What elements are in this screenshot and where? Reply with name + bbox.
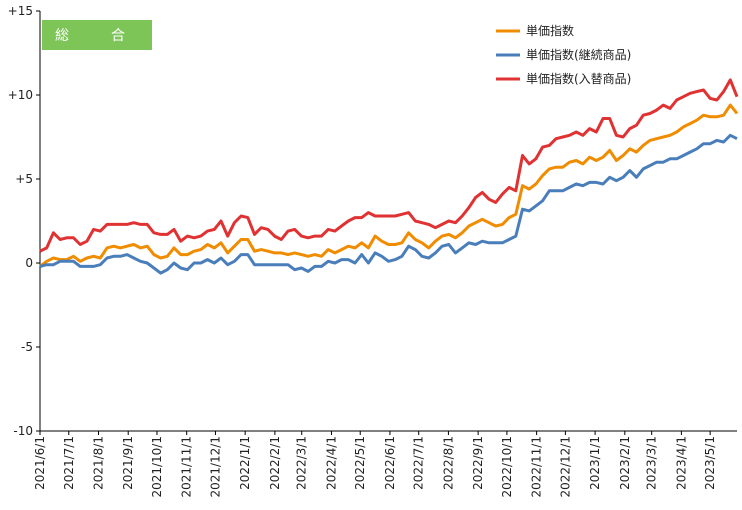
x-axis: 2021/6/1 2021/7/1 2021/8/1 2021/9/1 2021/10/…	[33, 430, 737, 498]
x-tick-label: 2022/1/1	[238, 436, 252, 490]
x-tick-label: 2021/8/1	[91, 436, 105, 490]
x-tick-label: 2021/7/1	[62, 436, 76, 490]
x-tick-label: 2023/5/1	[703, 436, 717, 490]
series-line-0	[39, 103, 739, 268]
y-tick-label: 0	[25, 256, 33, 270]
x-tick-label: 2023/1/1	[588, 436, 602, 490]
total-badge-label: 総 合	[55, 28, 139, 44]
x-tick-label: 2022/3/1	[295, 436, 309, 490]
y-tick-label: +5	[15, 172, 33, 186]
x-tick-label: 2022/2/1	[268, 436, 282, 490]
y-tick-label: +10	[8, 88, 33, 102]
legend-label-unit-price: 単価指数	[526, 23, 574, 38]
x-tick-label: 2022/11/1	[530, 436, 544, 498]
x-tick-label: 2021/11/1	[180, 436, 194, 498]
x-tick-label: 2021/10/1	[150, 436, 164, 498]
total-badge-bg	[42, 20, 152, 50]
x-tick-label: 2021/9/1	[121, 436, 135, 490]
x-tick-label: 2022/8/1	[441, 436, 455, 490]
legend-label-continuing: 単価指数(継続商品)	[526, 47, 631, 62]
y-tick-label: -5	[21, 340, 33, 354]
x-tick-label: 2022/12/1	[558, 436, 572, 498]
y-tick-label: +15	[8, 4, 33, 18]
series-line-2	[39, 78, 739, 253]
legend: 単価指数 単価指数(継続商品) 単価指数(入替商品)	[496, 23, 631, 86]
x-tick-label: 2023/2/1	[618, 436, 632, 490]
x-tick-label: 2023/3/1	[645, 436, 659, 490]
x-tick-label: 2022/4/1	[324, 436, 338, 490]
x-tick-label: 2022/9/1	[471, 436, 485, 490]
legend-label-replacement: 単価指数(入替商品)	[526, 71, 631, 86]
x-tick-label: 2021/6/1	[33, 436, 47, 490]
y-tick-label: -10	[13, 424, 33, 438]
x-tick-label: 2022/7/1	[412, 436, 426, 490]
x-tick-label: 2023/4/1	[674, 436, 688, 490]
series-lines	[39, 78, 739, 275]
x-tick-label: 2022/5/1	[353, 436, 367, 490]
x-tick-label: 2021/12/1	[208, 436, 222, 498]
x-tick-label: 2022/10/1	[500, 436, 514, 498]
total-badge: 総 合	[42, 20, 152, 50]
y-axis: +15 +10 +5 0 -5 -10	[8, 4, 41, 438]
series-line-1	[39, 133, 738, 275]
x-tick-label: 2022/6/1	[383, 436, 397, 490]
